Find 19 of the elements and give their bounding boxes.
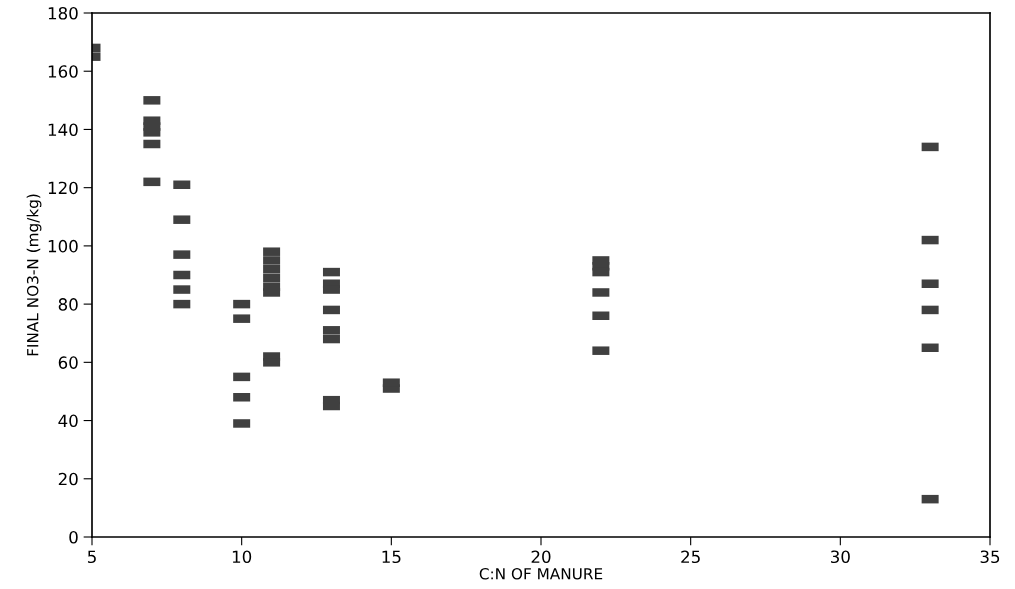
y-tick-label: 40 [58,414,78,428]
x-tick-label: 20 [531,550,551,564]
y-tick-label: 80 [58,298,78,311]
x-tick-label: 5 [87,550,96,564]
x-axis-title: C:N OF MANURE [479,567,603,580]
x-tick-label: 25 [681,550,700,564]
x-tick-label: 10 [232,550,252,564]
y-tick-label: 120 [48,181,78,195]
y-axis-title: FINAL NO3-N (mg/kg) [26,194,42,356]
y-tick-label: 60 [58,356,78,369]
y-tick-label: 140 [48,123,78,137]
x-tick-label: 30 [831,550,850,564]
y-tick-label: 20 [58,472,78,486]
y-tick-label: 100 [48,239,78,253]
x-tick-label: 15 [382,550,401,564]
y-tick-label: 160 [48,65,78,78]
y-tick-label: 0 [69,530,78,544]
x-tick-label: 35 [980,550,1000,564]
y-tick-label: 180 [48,6,78,20]
